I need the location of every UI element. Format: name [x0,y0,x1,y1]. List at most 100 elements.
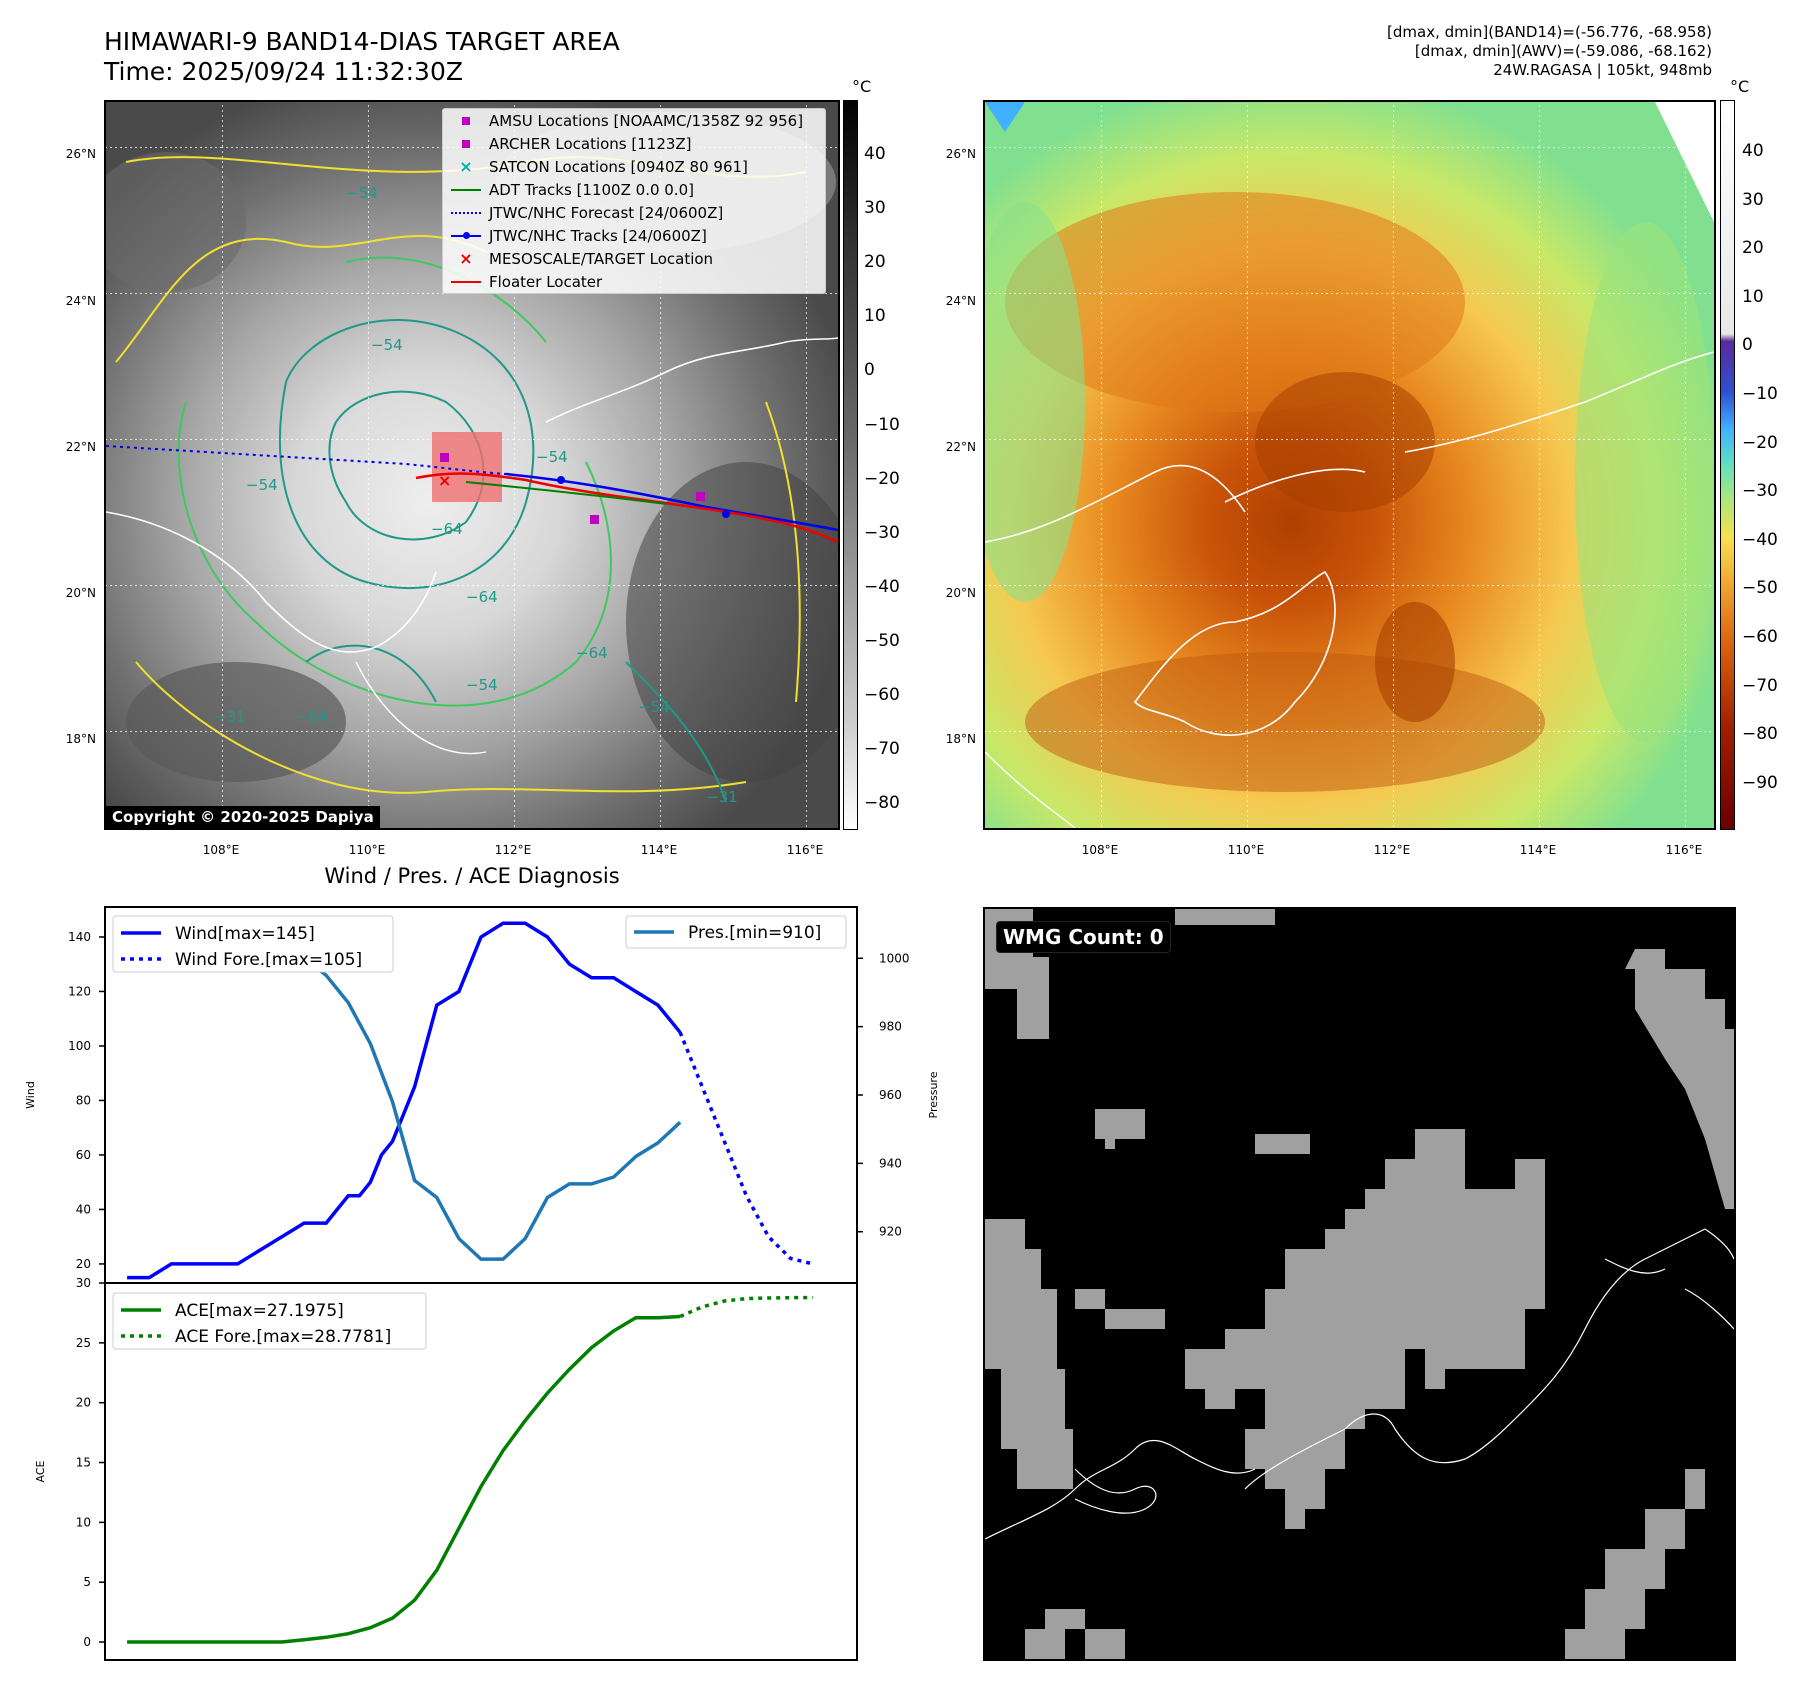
top-left-title: HIMAWARI-9 BAND14-DIAS TARGET AREA Time:… [104,27,620,87]
copyright-badge: Copyright © 2020-2025 Dapiya [106,806,380,828]
legend-entry: JTWC/NHC Forecast [24/0600Z] [443,201,825,224]
colorbar-tick: −80 [1742,724,1778,745]
contour-label: −54 [371,336,403,354]
y2-tick-label: 980 [879,1020,902,1034]
legend-entry: ARCHER Locations [1123Z] [443,132,825,155]
lon-tick: 110°E [1227,843,1265,857]
legend-entry: × SATCON Locations [0940Z 80 961] [443,155,825,178]
y-tick-label: 20 [76,1257,91,1271]
amsu-marker [440,453,449,462]
lon-tick: 114°E [1519,843,1557,857]
legend-label: JTWC/NHC Forecast [24/0600Z] [489,203,724,222]
legend-symbol-icon [449,139,483,148]
y2-tick-label: 1000 [879,951,910,965]
colorbar-tick: −20 [1742,432,1778,453]
y-tick-label: 80 [76,1093,91,1107]
colorbar-tick: −20 [864,468,900,489]
y-axis-label: Wind [24,1081,37,1109]
header-line1: [dmax, dmin](BAND14)=(-56.776, -68.958) [1387,23,1712,41]
legend-label: JTWC/NHC Tracks [24/0600Z] [489,226,707,245]
lon-tick: 108°E [202,843,240,857]
colorbar-tick: 0 [1742,335,1753,356]
wmg-mask-svg [985,909,1734,1659]
colorbar-tick: −60 [1742,627,1778,647]
wind-pressure-chart: 20 40 60 80 100 120 140 920 940 960 980 1000 Pressur… [24,906,940,1284]
jtwc-dot [557,476,565,484]
wmg-panel: WMG Count: 0 [983,907,1736,1661]
legend-label: ACE[max=27.1975] [175,1301,344,1321]
y-tick-label: 30 [76,1278,91,1290]
colorbar-tick: 10 [864,306,886,327]
series-line [127,921,682,1280]
lat-tick: 26°N [945,147,976,161]
colorbar-tick: −50 [864,630,900,651]
colorbar-tick: 20 [1742,238,1764,259]
color-colorbar [1720,100,1735,830]
lat-tick: 24°N [65,294,96,308]
colorbar-tick: 0 [864,360,875,381]
legend-entry: JTWC/NHC Tracks [24/0600Z] [443,224,825,247]
y-tick-label: 0 [83,1635,91,1649]
legend-label: Wind Fore.[max=105] [175,950,362,970]
contour-label: −54 [536,448,568,466]
legend-label: Floater Locater [489,272,603,291]
colorbar-tick: −70 [1742,675,1778,696]
lon-tick: 112°E [1373,843,1411,857]
top-right-header: [dmax, dmin](BAND14)=(-56.776, -68.958) … [1387,23,1712,80]
adt-track [465,481,667,505]
y2-axis-label: Pressure [927,1071,940,1118]
color-map-svg [985,102,1714,828]
y-tick-label: 5 [83,1575,91,1589]
lon-tick: 114°E [640,843,678,857]
lon-tick: 110°E [348,843,386,857]
legend-entry: AMSU Locations [NOAAMC/1358Z 92 956] [443,109,825,132]
legend-label: SATCON Locations [0940Z 80 961] [489,157,748,176]
legend-label: MESOSCALE/TARGET Location [489,249,714,268]
colorbar-tick: 30 [864,198,886,219]
ace-legend: ACE[max=27.1975] ACE Fore.[max=28.7781] [112,1292,427,1350]
pressure-legend: Pres.[min=910] [625,915,847,949]
y-tick-label: 60 [76,1148,91,1162]
legend-entry: ADT Tracks [1100Z 0.0 0.0] [443,178,825,201]
legend-symbol-icon: × [459,156,473,176]
jtwc-dot-2 [722,510,730,518]
legend-symbol-icon: × [459,248,473,268]
contour-label: −64 [431,520,463,538]
contour-label: −54 [346,184,378,202]
lon-tick: 116°E [786,843,824,857]
series-line [127,1314,681,1644]
legend-label: Pres.[min=910] [688,923,821,943]
legend-label: AMSU Locations [NOAAMC/1358Z 92 956] [489,111,804,130]
tl-unit: °C [852,77,872,96]
ace-chart: 0 5 10 15 20 25 30 ACE ACE[max=27.1975] ACE Fore.… [34,1278,858,1661]
lat-tick: 22°N [65,440,96,454]
legend-entry: × MESOSCALE/TARGET Location [443,247,825,270]
diagnosis-chart-title: Wind / Pres. / ACE Diagnosis [324,864,620,888]
legend-symbol-icon [449,231,483,239]
jtwc-track [505,472,838,532]
colorbar-tick: −60 [864,685,900,705]
contour-label: −54 [466,676,498,694]
lat-tick: 20°N [945,586,976,600]
colorbar-tick: 20 [864,252,886,273]
lat-tick: 18°N [65,732,96,746]
colorbar-tick: 10 [1742,286,1764,307]
y2-tick-label: 920 [879,1225,902,1239]
satellite-map-grayscale: × −54 −54 −64 −64 −54 −31 −54 −64 −31 −54 −64 −54 A… [104,100,840,830]
contour-label: −54 [638,698,670,716]
mesoscale-marker: × [438,471,451,490]
contour-label: −54 [246,476,278,494]
colorbar-tick: −80 [864,793,900,814]
lon-tick: 108°E [1081,843,1119,857]
archer-marker [590,515,599,524]
y-tick-label: 120 [68,984,91,998]
wind-legend: Wind[max=145] Wind Fore.[max=105] [112,915,394,973]
lat-tick: 20°N [65,586,96,600]
y-tick-label: 25 [76,1336,91,1350]
colorbar-tick: −40 [864,576,900,597]
colorbar-tick: 40 [864,144,886,164]
y-axis-label: ACE [34,1460,47,1482]
y-tick-label: 100 [68,1039,91,1053]
legend-symbol-icon [449,188,483,191]
y-tick-label: 15 [76,1456,91,1470]
